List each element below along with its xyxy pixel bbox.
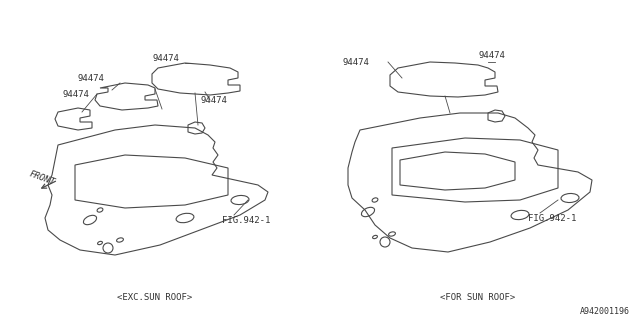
- Text: FRONT: FRONT: [28, 169, 56, 187]
- Text: FIG.942-1: FIG.942-1: [528, 213, 577, 222]
- Text: 94474: 94474: [342, 58, 369, 67]
- Text: <FOR SUN ROOF>: <FOR SUN ROOF>: [440, 293, 516, 302]
- Text: 94474: 94474: [77, 74, 104, 83]
- Text: 94474: 94474: [152, 53, 179, 62]
- Text: A942001196: A942001196: [580, 308, 630, 316]
- Text: FIG.942-1: FIG.942-1: [222, 215, 270, 225]
- Text: <EXC.SUN ROOF>: <EXC.SUN ROOF>: [117, 293, 193, 302]
- Text: 94474: 94474: [478, 51, 505, 60]
- Text: 94474: 94474: [200, 95, 227, 105]
- Text: 94474: 94474: [62, 90, 89, 99]
